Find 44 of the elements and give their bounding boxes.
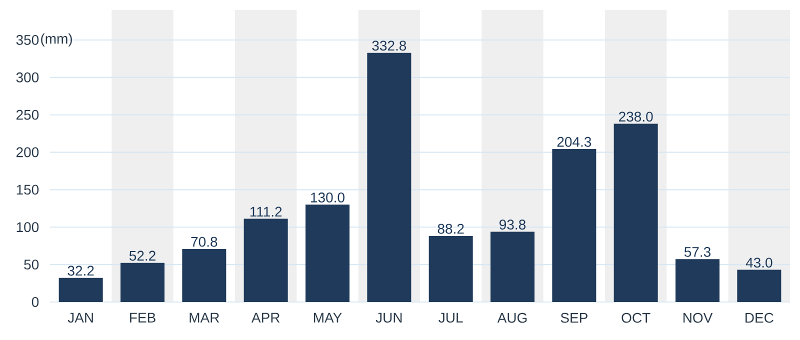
x-tick-label: AUG (497, 312, 527, 323)
bar (614, 124, 658, 302)
bar (676, 259, 720, 302)
bar (737, 270, 782, 302)
x-tick-label: JAN (68, 312, 93, 323)
y-axis-title: (mm) (41, 33, 72, 46)
data-label: 204.3 (557, 136, 592, 147)
x-tick-label: FEB (130, 312, 156, 322)
data-label: 52.2 (129, 250, 156, 261)
bar (244, 218, 288, 302)
data-label: 88.2 (438, 224, 464, 234)
x-tick-label: JUL (438, 312, 463, 323)
y-tick-label: 250 (16, 110, 39, 120)
data-label: 332.8 (372, 40, 406, 51)
y-tick-label: 50 (24, 260, 39, 270)
bar (306, 204, 350, 302)
y-tick-label: 100 (16, 222, 39, 232)
data-label: 70.8 (191, 236, 218, 247)
bar (552, 149, 596, 302)
x-tick-label: JUN (376, 312, 402, 323)
data-label: 32.2 (68, 266, 94, 276)
x-tick-label: MAR (190, 312, 220, 322)
y-tick-label: 350 (16, 34, 39, 45)
data-label: 111.2 (250, 206, 282, 217)
x-tick-label: NOV (683, 312, 713, 323)
bar (120, 262, 164, 302)
x-tick-label: OCT (622, 312, 650, 323)
data-label: 130.0 (311, 192, 344, 202)
y-tick-label: 0 (32, 297, 39, 307)
x-tick-label: APR (251, 312, 280, 322)
data-label: 57.3 (684, 246, 711, 257)
x-tick-label: DEC (746, 312, 774, 323)
data-label: 43.0 (746, 258, 772, 268)
bar (490, 232, 535, 302)
data-label: 93.8 (500, 220, 526, 230)
bar (428, 236, 473, 302)
data-label: 238.0 (619, 112, 653, 122)
x-tick-label: SEP (560, 312, 588, 323)
x-tick-label: MAY (314, 312, 342, 322)
y-tick-label: 300 (16, 72, 39, 82)
bar (182, 248, 226, 302)
bar (58, 278, 103, 302)
y-tick-label: 200 (16, 147, 39, 158)
y-tick-label: 150 (16, 184, 39, 195)
